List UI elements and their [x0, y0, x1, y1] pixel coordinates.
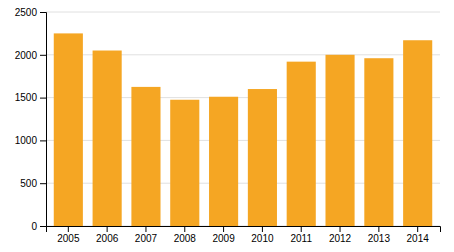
tick-mark — [68, 226, 69, 232]
tick-label: 2000 — [15, 50, 38, 61]
tick: 1500 — [15, 92, 46, 103]
plot: 2005 2006 2007 2008 2009 2010 2011 2012 2013 2014… — [15, 7, 441, 244]
bar — [248, 89, 277, 226]
axis-line — [40, 13, 47, 227]
bar — [131, 87, 160, 226]
tick-mark — [301, 226, 302, 232]
tick-label: 2013 — [368, 233, 391, 244]
tick-mark — [262, 226, 263, 232]
tick-label: 2008 — [174, 233, 197, 244]
grid — [46, 12, 440, 226]
grid-line — [46, 12, 440, 13]
tick-mark — [40, 98, 46, 99]
tick: 2006 — [96, 226, 119, 244]
tick: 2009 — [212, 226, 235, 244]
tick: 2000 — [15, 50, 46, 61]
bar — [403, 40, 432, 226]
tick-mark — [40, 12, 46, 13]
tick-label: 2012 — [329, 233, 352, 244]
tick-label: 1500 — [15, 92, 38, 103]
bar — [93, 51, 122, 226]
tick: 2013 — [368, 226, 391, 244]
tick-mark — [40, 140, 46, 141]
tick: 1000 — [15, 135, 46, 146]
tick-mark — [378, 226, 379, 232]
bar — [364, 58, 393, 226]
tick-label: 2014 — [407, 233, 430, 244]
bar — [287, 62, 316, 226]
tick-mark — [40, 183, 46, 184]
tick-label: 2011 — [290, 233, 312, 244]
tick-label: 2007 — [135, 233, 158, 244]
tick: 2010 — [251, 226, 274, 244]
bar — [170, 100, 199, 226]
tick: 2005 — [57, 226, 80, 244]
tick-mark — [184, 226, 185, 232]
tick: 2007 — [135, 226, 158, 244]
y-axis: 0 500 1000 1500 2000 2500 — [15, 7, 47, 232]
tick-label: 0 — [31, 221, 37, 232]
tick: 2012 — [329, 226, 352, 244]
tick-mark — [40, 55, 46, 56]
tick-label: 2009 — [212, 233, 235, 244]
bar — [325, 55, 354, 226]
tick-mark — [40, 226, 46, 227]
chart: 2005 2006 2007 2008 2009 2010 2011 2012 2013 2014… — [0, 0, 454, 252]
x-axis: 2005 2006 2007 2008 2009 2010 2011 2012 2013 2014 — [47, 226, 441, 244]
tick-label: 2005 — [57, 233, 80, 244]
tick: 2014 — [407, 226, 430, 244]
tick-label: 2006 — [96, 233, 119, 244]
tick-mark — [107, 226, 108, 232]
tick-label: 2010 — [251, 233, 274, 244]
bar — [54, 33, 83, 226]
axis-line — [47, 227, 441, 233]
tick-mark — [223, 226, 224, 232]
tick-label: 500 — [20, 178, 37, 189]
tick-label: 2500 — [15, 7, 38, 18]
tick-label: 1000 — [15, 135, 38, 146]
tick: 500 — [20, 178, 46, 189]
tick-mark — [340, 226, 341, 232]
tick: 2011 — [290, 226, 312, 244]
bars — [54, 33, 432, 226]
tick: 2500 — [15, 7, 46, 18]
tick-mark — [417, 226, 418, 232]
bar — [209, 97, 238, 226]
tick: 0 — [31, 221, 46, 232]
tick-mark — [145, 226, 146, 232]
tick: 2008 — [174, 226, 197, 244]
